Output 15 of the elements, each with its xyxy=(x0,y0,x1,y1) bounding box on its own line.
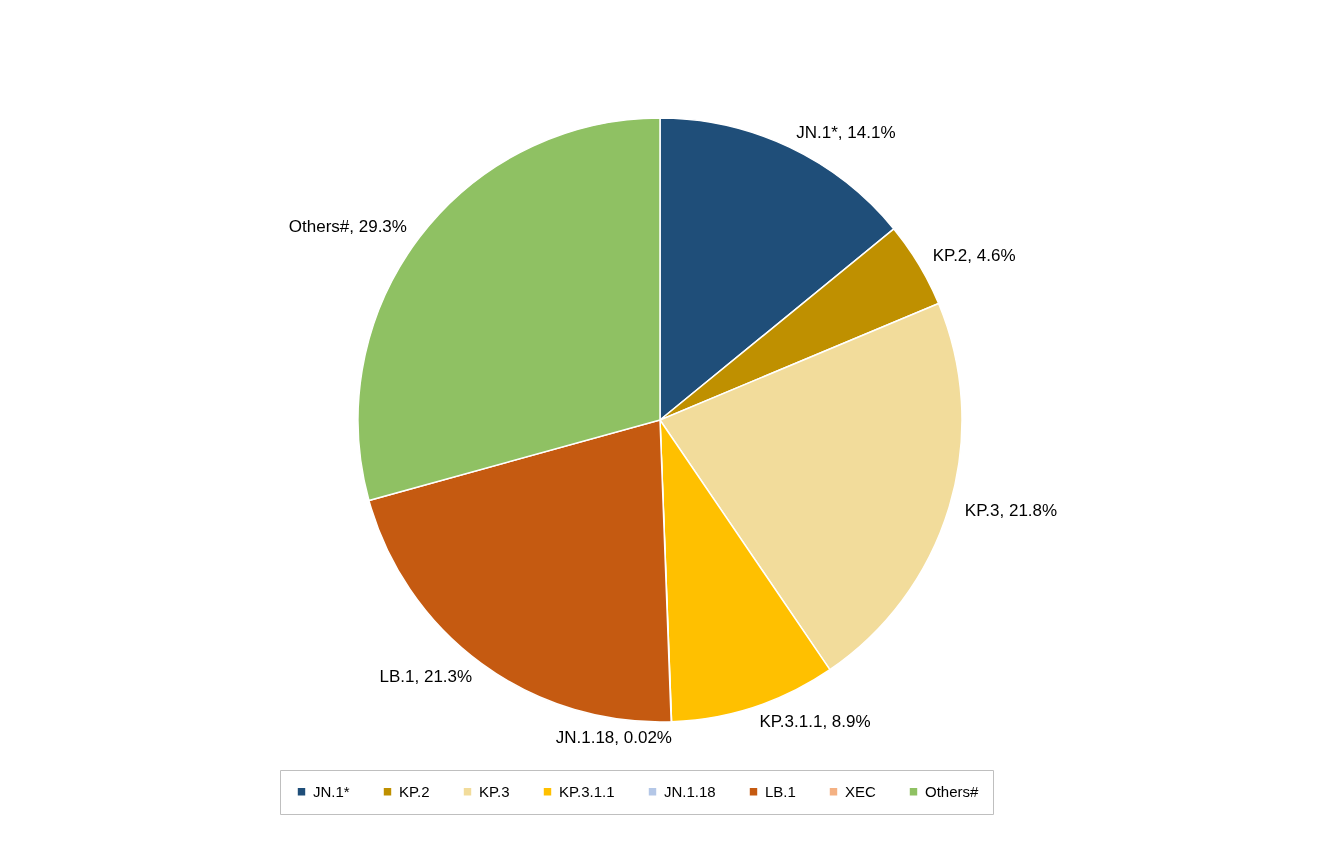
legend-label: JN.1.18 xyxy=(664,782,716,800)
data-label: KP.3.1.1, 8.9% xyxy=(759,712,871,732)
data-label: Others#, 29.3% xyxy=(288,217,407,237)
data-label: KP.3, 21.8% xyxy=(964,500,1058,520)
legend-label: KP.2 xyxy=(399,782,430,800)
legend-label: KP.3.1.1 xyxy=(559,782,615,800)
legend-label: JN.1* xyxy=(313,782,350,800)
data-label: JN.1.18, 0.02% xyxy=(555,727,672,747)
data-label: KP.2, 4.6% xyxy=(932,246,1016,266)
legend-label: KP.3 xyxy=(479,782,510,800)
data-label: LB.1, 21.3% xyxy=(379,666,473,686)
legend-label: XEC xyxy=(845,782,877,800)
data-label: JN.1*, 14.1% xyxy=(796,122,896,142)
legend-label: Others# xyxy=(925,782,980,800)
legend-label: LB.1 xyxy=(765,782,796,800)
